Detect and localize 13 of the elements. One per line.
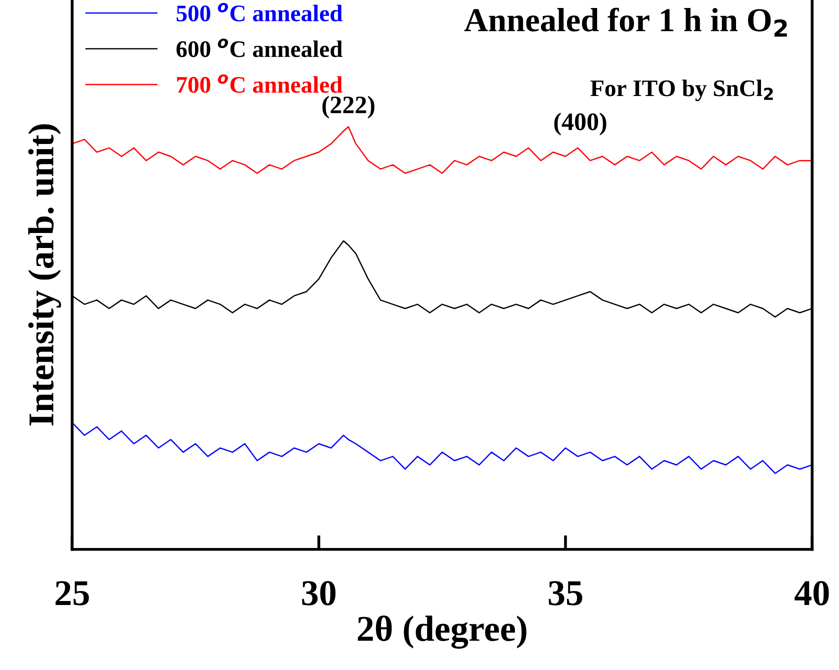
x-tick-label: 25 — [56, 581, 89, 606]
legend-label: 700 $^{o}$C annealed — [177, 74, 342, 93]
text: For ITO by SnCl$_{2}$ — [590, 80, 773, 102]
x-tick-label: 30 — [302, 581, 336, 606]
x-axis-title: 2θ (degree) — [358, 615, 526, 649]
x-tick-label: 35 — [548, 581, 582, 606]
annotation: (222) — [322, 96, 374, 118]
chart-title: Annealed for 1 h in O$_{2}$ — [464, 8, 787, 37]
annotation: (400) — [554, 112, 606, 136]
legend-label: 600 $^{o}$C annealed — [176, 38, 342, 58]
legend-label: 500 $^{o}$C annealed — [176, 2, 342, 22]
x-tick-label: 40 — [794, 581, 829, 606]
y-axis-title: Intensity (arb. unit) — [28, 124, 62, 426]
